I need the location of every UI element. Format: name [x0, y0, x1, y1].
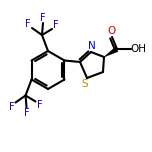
- Text: F: F: [9, 102, 14, 112]
- Polygon shape: [104, 47, 118, 57]
- Text: O: O: [107, 26, 115, 36]
- Text: OH: OH: [130, 44, 146, 54]
- Text: F: F: [53, 20, 59, 30]
- Text: F: F: [25, 19, 31, 29]
- Text: F: F: [24, 107, 29, 117]
- Text: S: S: [82, 79, 88, 89]
- Text: F: F: [40, 13, 46, 23]
- Text: N: N: [88, 41, 96, 51]
- Text: F: F: [37, 100, 42, 111]
